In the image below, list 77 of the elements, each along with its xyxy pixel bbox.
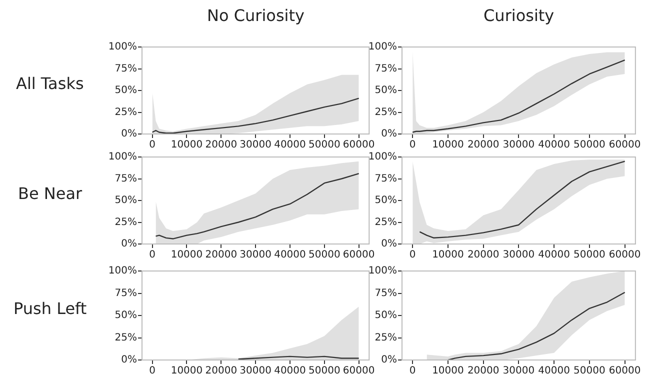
y-tick-label: 75% bbox=[114, 173, 137, 184]
x-tick-label: 60000 bbox=[342, 250, 375, 261]
x-tick-label: 0 bbox=[409, 140, 416, 151]
y-tick-label: 50% bbox=[374, 195, 397, 206]
x-tick-label: 10000 bbox=[432, 366, 464, 377]
y-tick-label: 0% bbox=[381, 128, 397, 140]
x-tick-label: 40000 bbox=[274, 140, 306, 151]
chart-title: No Curiosity bbox=[207, 6, 304, 25]
y-tick-label: 75% bbox=[374, 63, 397, 74]
x-tick-label: 60000 bbox=[342, 140, 375, 151]
x-tick-label: 10000 bbox=[170, 366, 203, 377]
x-tick-label: 50000 bbox=[308, 140, 340, 151]
x-tick-label: 30000 bbox=[502, 366, 535, 377]
y-tick-label: 25% bbox=[114, 106, 137, 118]
x-tick-label: 30000 bbox=[240, 140, 272, 151]
x-tick-label: 20000 bbox=[467, 366, 500, 377]
y-tick-label: 100% bbox=[108, 42, 137, 53]
x-tick-label: 50000 bbox=[308, 250, 340, 261]
x-tick-label: 50000 bbox=[574, 250, 606, 261]
x-tick-label: 0 bbox=[149, 366, 156, 377]
x-tick-label: 30000 bbox=[502, 250, 535, 261]
y-tick-label: 0% bbox=[381, 238, 397, 250]
x-tick-label: 50000 bbox=[574, 366, 606, 377]
x-tick-label: 50000 bbox=[308, 366, 340, 377]
x-tick-label: 60000 bbox=[342, 366, 375, 377]
y-tick-label: 75% bbox=[374, 288, 397, 299]
x-tick-label: 0 bbox=[149, 250, 156, 261]
x-tick-label: 60000 bbox=[608, 140, 641, 151]
x-tick-label: 10000 bbox=[170, 140, 203, 151]
x-tick-label: 10000 bbox=[432, 140, 464, 151]
x-tick-label: 30000 bbox=[502, 140, 535, 151]
x-tick-label: 0 bbox=[149, 140, 156, 151]
x-tick-label: 30000 bbox=[240, 250, 272, 261]
y-axis-title: All Tasks bbox=[16, 74, 84, 93]
x-tick-label: 60000 bbox=[608, 366, 641, 377]
y-tick-label: 100% bbox=[108, 266, 137, 277]
x-tick-label: 40000 bbox=[538, 366, 570, 377]
y-tick-label: 50% bbox=[374, 85, 397, 96]
y-tick-label: 75% bbox=[114, 288, 137, 299]
x-tick-label: 0 bbox=[409, 366, 416, 377]
y-tick-label: 100% bbox=[108, 152, 137, 163]
y-tick-label: 0% bbox=[121, 128, 137, 140]
y-tick-label: 25% bbox=[374, 332, 397, 344]
x-tick-label: 20000 bbox=[205, 250, 238, 261]
y-tick-label: 25% bbox=[374, 106, 397, 118]
x-tick-label: 60000 bbox=[608, 250, 641, 261]
y-tick-label: 50% bbox=[114, 85, 137, 96]
x-tick-label: 20000 bbox=[205, 366, 238, 377]
x-tick-label: 20000 bbox=[205, 140, 238, 151]
y-tick-label: 75% bbox=[114, 63, 137, 74]
y-tick-label: 50% bbox=[114, 310, 137, 322]
y-tick-label: 0% bbox=[381, 354, 397, 366]
chart-title: Curiosity bbox=[484, 6, 554, 25]
x-tick-label: 20000 bbox=[467, 140, 500, 151]
x-tick-label: 0 bbox=[409, 250, 416, 261]
x-tick-label: 30000 bbox=[240, 366, 272, 377]
y-tick-label: 100% bbox=[368, 266, 397, 277]
y-tick-label: 50% bbox=[114, 195, 137, 206]
x-tick-label: 40000 bbox=[538, 250, 570, 261]
y-tick-label: 25% bbox=[114, 216, 137, 228]
y-tick-label: 25% bbox=[114, 332, 137, 344]
x-tick-label: 20000 bbox=[467, 250, 500, 261]
x-tick-label: 10000 bbox=[170, 250, 203, 261]
y-tick-label: 50% bbox=[374, 310, 397, 322]
y-axis-title: Push Left bbox=[14, 299, 87, 318]
y-tick-label: 0% bbox=[121, 354, 137, 366]
x-tick-label: 40000 bbox=[538, 140, 570, 151]
x-tick-label: 50000 bbox=[574, 140, 606, 151]
y-tick-label: 0% bbox=[121, 238, 137, 250]
x-tick-label: 40000 bbox=[274, 366, 306, 377]
x-tick-label: 10000 bbox=[432, 250, 464, 261]
y-tick-label: 100% bbox=[368, 42, 397, 53]
y-tick-label: 75% bbox=[374, 173, 397, 184]
x-tick-label: 40000 bbox=[274, 250, 306, 261]
y-axis-title: Be Near bbox=[18, 184, 82, 203]
y-tick-label: 25% bbox=[374, 216, 397, 228]
y-tick-label: 100% bbox=[368, 152, 397, 163]
